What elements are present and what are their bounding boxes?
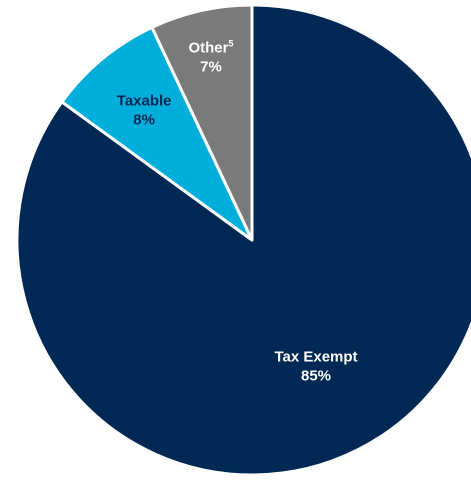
slice-value-label: 7%	[200, 59, 222, 76]
slice-category-label: Taxable	[117, 93, 172, 110]
slice-value-label: 85%	[301, 368, 331, 385]
pie-label-other: Other5 7%	[188, 39, 233, 76]
pie-label-taxable: Taxable 8%	[117, 93, 172, 129]
slice-category-label: Other5	[188, 39, 233, 57]
slice-value-label: 8%	[133, 112, 155, 129]
pie-labels: Tax Exempt 85% Taxable 8% Other5 7%	[117, 39, 358, 385]
pie-slices	[15, 3, 471, 477]
slice-category-label: Tax Exempt	[274, 349, 357, 366]
pie-slice-tax-exempt	[15, 3, 471, 477]
pie-slice-other	[150, 3, 254, 242]
pie-label-tax-exempt: Tax Exempt 85%	[274, 349, 357, 385]
pie-slice-taxable	[60, 25, 254, 242]
